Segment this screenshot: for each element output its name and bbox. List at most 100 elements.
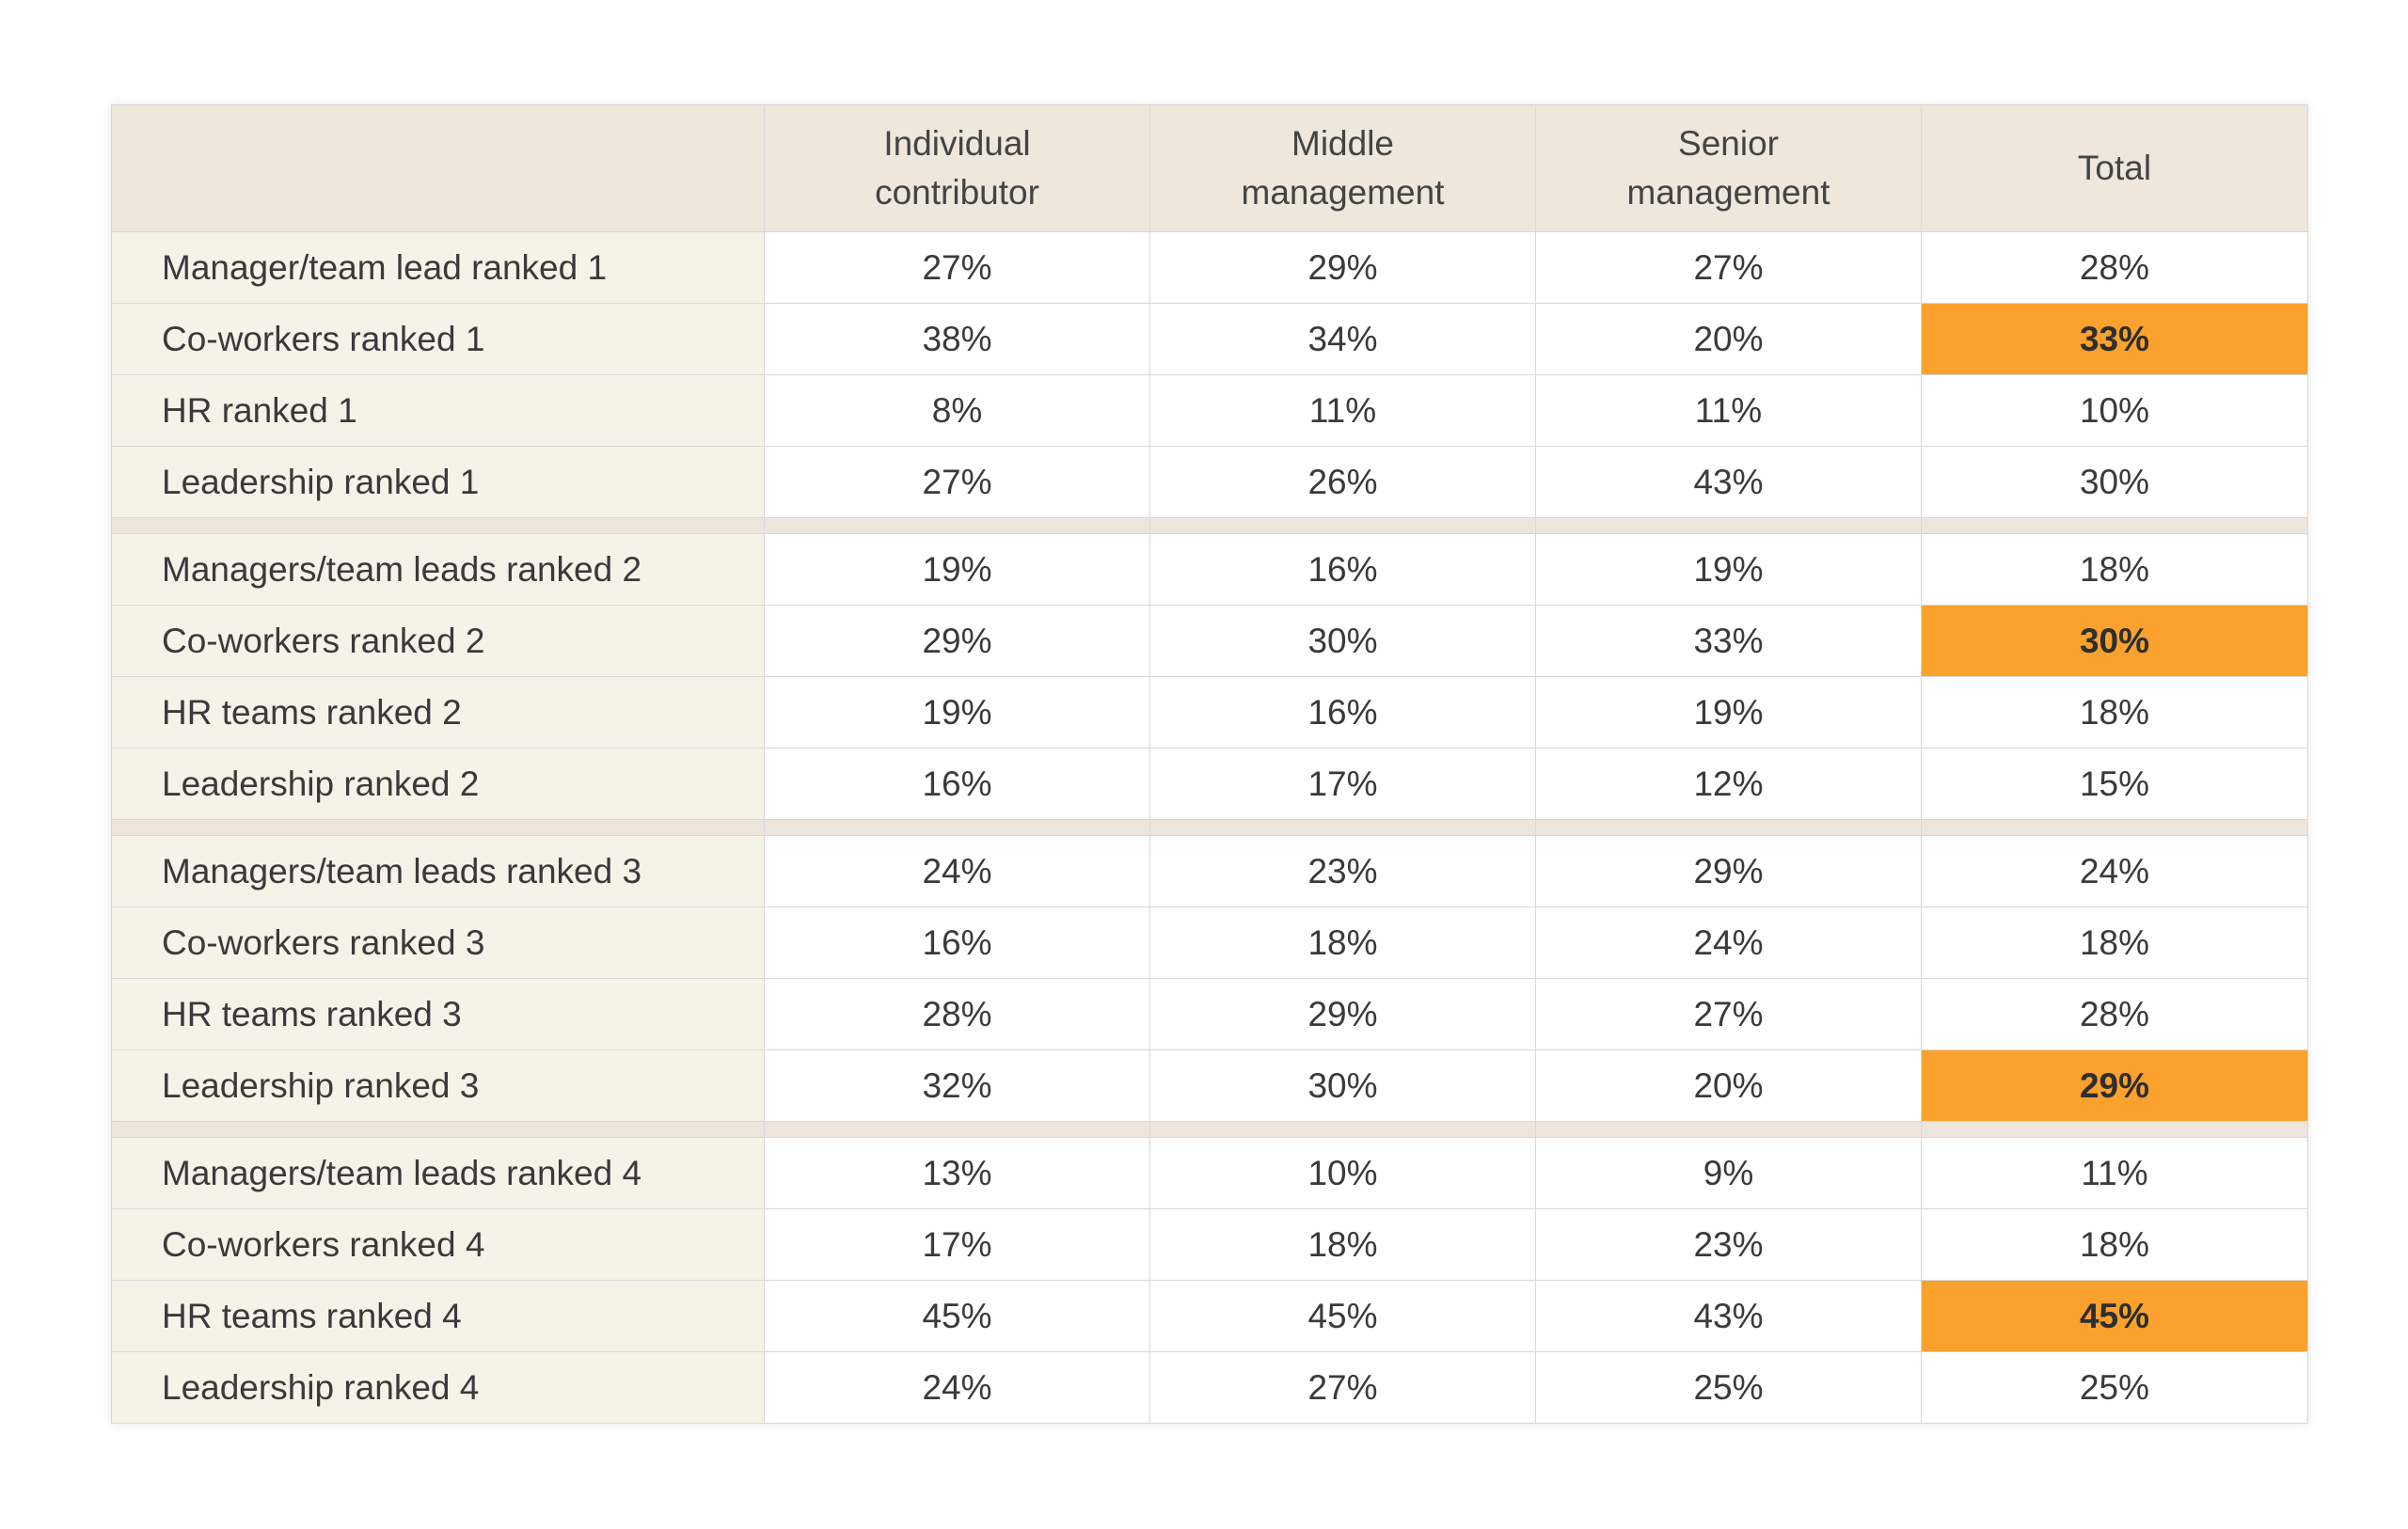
cell-middle-management: 16% xyxy=(1149,676,1536,749)
cell-senior-management: 9% xyxy=(1535,1137,1922,1209)
cell-senior-management: 43% xyxy=(1535,1280,1922,1352)
header-senior-management: Senior management xyxy=(1535,104,1922,232)
header-line: Middle xyxy=(1291,124,1394,163)
cell-senior-management: 27% xyxy=(1535,978,1922,1050)
cell-middle-management: 23% xyxy=(1149,835,1536,907)
cell-total: 15% xyxy=(1921,748,2308,820)
cell-total-highlighted: 29% xyxy=(1921,1049,2308,1122)
row-label: Co-workers ranked 1 xyxy=(111,303,765,375)
cell-total: 18% xyxy=(1921,533,2308,606)
separator-cell xyxy=(764,1121,1150,1138)
cell-individual-contributor: 28% xyxy=(764,978,1150,1050)
cell-individual-contributor: 27% xyxy=(764,231,1150,304)
cell-total: 30% xyxy=(1921,446,2308,518)
cell-middle-management: 18% xyxy=(1149,1208,1536,1281)
group-separator xyxy=(111,1121,2308,1138)
header-line: Total xyxy=(2077,149,2152,187)
cell-middle-management: 34% xyxy=(1149,303,1536,375)
table-body: Manager/team lead ranked 1 27% 29% 27% 28% Co… xyxy=(111,231,2308,1424)
cell-senior-management: 20% xyxy=(1535,1049,1922,1122)
cell-individual-contributor: 19% xyxy=(764,676,1150,749)
cell-senior-management: 24% xyxy=(1535,906,1922,979)
cell-middle-management: 30% xyxy=(1149,605,1536,677)
separator-cell xyxy=(764,517,1150,534)
table-row: Leadership ranked 3 32% 30% 20% 29% xyxy=(111,1049,2308,1122)
table-row: HR ranked 1 8% 11% 11% 10% xyxy=(111,374,2308,447)
separator-cell xyxy=(111,819,765,836)
cell-individual-contributor: 32% xyxy=(764,1049,1150,1122)
row-label: Leadership ranked 4 xyxy=(111,1351,765,1424)
header-corner-cell xyxy=(111,104,765,232)
cell-individual-contributor: 13% xyxy=(764,1137,1150,1209)
cell-total: 10% xyxy=(1921,374,2308,447)
header-individual-contributor: Individual contributor xyxy=(764,104,1150,232)
ranking-table: Individual contributor Middle management… xyxy=(111,104,2308,1424)
cell-individual-contributor: 8% xyxy=(764,374,1150,447)
cell-individual-contributor: 29% xyxy=(764,605,1150,677)
cell-total: 18% xyxy=(1921,676,2308,749)
cell-middle-management: 27% xyxy=(1149,1351,1536,1424)
table-row: Co-workers ranked 4 17% 18% 23% 18% xyxy=(111,1208,2308,1281)
cell-individual-contributor: 45% xyxy=(764,1280,1150,1352)
cell-individual-contributor: 38% xyxy=(764,303,1150,375)
group-separator xyxy=(111,517,2308,534)
table-row: Co-workers ranked 2 29% 30% 33% 30% xyxy=(111,605,2308,677)
separator-cell xyxy=(1921,1121,2308,1138)
cell-senior-management: 12% xyxy=(1535,748,1922,820)
row-label: HR ranked 1 xyxy=(111,374,765,447)
table-row: HR teams ranked 3 28% 29% 27% 28% xyxy=(111,978,2308,1050)
cell-senior-management: 19% xyxy=(1535,676,1922,749)
cell-total-highlighted: 33% xyxy=(1921,303,2308,375)
cell-middle-management: 29% xyxy=(1149,978,1536,1050)
separator-cell xyxy=(764,819,1150,836)
row-label: Co-workers ranked 3 xyxy=(111,906,765,979)
separator-cell xyxy=(1535,819,1922,836)
table-row: Managers/team leads ranked 3 24% 23% 29% 24% xyxy=(111,835,2308,907)
header-total: Total xyxy=(1921,104,2308,232)
row-label: Managers/team leads ranked 2 xyxy=(111,533,765,606)
cell-total-highlighted: 45% xyxy=(1921,1280,2308,1352)
cell-total: 18% xyxy=(1921,906,2308,979)
cell-total: 25% xyxy=(1921,1351,2308,1424)
table-row: Co-workers ranked 1 38% 34% 20% 33% xyxy=(111,303,2308,375)
cell-senior-management: 43% xyxy=(1535,446,1922,518)
row-label: HR teams ranked 2 xyxy=(111,676,765,749)
cell-senior-management: 25% xyxy=(1535,1351,1922,1424)
cell-senior-management: 33% xyxy=(1535,605,1922,677)
cell-middle-management: 10% xyxy=(1149,1137,1536,1209)
cell-middle-management: 16% xyxy=(1149,533,1536,606)
row-label: Leadership ranked 1 xyxy=(111,446,765,518)
cell-middle-management: 45% xyxy=(1149,1280,1536,1352)
cell-individual-contributor: 16% xyxy=(764,906,1150,979)
cell-middle-management: 26% xyxy=(1149,446,1536,518)
header-line: Senior xyxy=(1678,124,1779,163)
row-label: Co-workers ranked 4 xyxy=(111,1208,765,1281)
table-row: HR teams ranked 2 19% 16% 19% 18% xyxy=(111,676,2308,749)
table-row: Manager/team lead ranked 1 27% 29% 27% 28% xyxy=(111,231,2308,304)
header-middle-management: Middle management xyxy=(1149,104,1536,232)
separator-cell xyxy=(1535,517,1922,534)
cell-middle-management: 29% xyxy=(1149,231,1536,304)
row-label: Managers/team leads ranked 3 xyxy=(111,835,765,907)
group-separator xyxy=(111,819,2308,836)
cell-total: 24% xyxy=(1921,835,2308,907)
table-row: Co-workers ranked 3 16% 18% 24% 18% xyxy=(111,906,2308,979)
cell-senior-management: 11% xyxy=(1535,374,1922,447)
row-label: Managers/team leads ranked 4 xyxy=(111,1137,765,1209)
separator-cell xyxy=(1149,1121,1536,1138)
separator-cell xyxy=(1149,517,1536,534)
cell-middle-management: 11% xyxy=(1149,374,1536,447)
cell-total: 28% xyxy=(1921,231,2308,304)
row-label: Leadership ranked 3 xyxy=(111,1049,765,1122)
header-line: contributor xyxy=(875,173,1039,212)
separator-cell xyxy=(1535,1121,1922,1138)
cell-individual-contributor: 17% xyxy=(764,1208,1150,1281)
cell-middle-management: 30% xyxy=(1149,1049,1536,1122)
cell-individual-contributor: 24% xyxy=(764,835,1150,907)
table-row: Leadership ranked 2 16% 17% 12% 15% xyxy=(111,748,2308,820)
cell-senior-management: 20% xyxy=(1535,303,1922,375)
separator-cell xyxy=(1921,819,2308,836)
table-header: Individual contributor Middle management… xyxy=(111,104,2308,232)
separator-cell xyxy=(111,1121,765,1138)
cell-total: 28% xyxy=(1921,978,2308,1050)
